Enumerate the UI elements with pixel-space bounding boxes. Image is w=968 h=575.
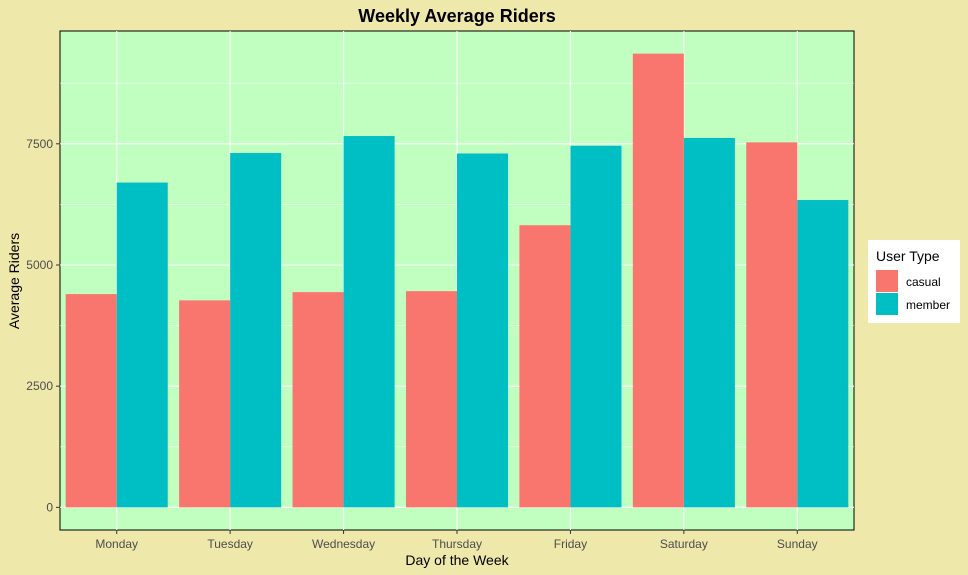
bar-member-saturday [683,137,735,508]
x-tick-label: Thursday [432,537,482,551]
y-tick-label: 7500 [26,137,53,151]
y-axis: 0 2500 5000 7500 [26,137,60,514]
y-tick-label: 5000 [26,258,53,272]
legend-key-member [876,293,898,315]
y-tick-label: 2500 [26,379,53,393]
x-axis-title: Day of the Week [405,552,509,568]
bar-member-sunday [797,200,849,508]
legend-label-casual: casual [906,275,941,289]
bar-casual-tuesday [179,300,231,508]
bar-member-monday [116,182,168,508]
bar-casual-monday [65,294,117,508]
bar-casual-friday [519,225,571,508]
bars [65,53,849,508]
bar-casual-sunday [746,142,798,508]
bar-casual-wednesday [292,292,344,508]
bar-member-wednesday [343,136,395,508]
x-axis: Monday Tuesday Wednesday Thursday Friday Satu… [95,530,818,551]
bar-member-friday [570,145,622,508]
x-tick-label: Tuesday [207,537,253,551]
legend-label-member: member [906,298,950,312]
x-tick-label: Wednesday [312,537,375,551]
y-tick-label: 0 [46,500,53,514]
legend: User Type casual member [868,240,960,323]
x-tick-label: Monday [95,537,138,551]
bar-member-thursday [457,153,509,508]
legend-key-casual [876,270,898,292]
x-tick-label: Friday [554,537,587,551]
bar-casual-thursday [405,291,457,508]
bar-member-tuesday [230,153,282,508]
x-tick-label: Saturday [660,537,708,551]
legend-title: User Type [876,248,940,264]
chart-title: Weekly Average Riders [358,6,555,26]
bar-casual-saturday [632,53,684,508]
y-axis-title: Average Riders [6,233,22,329]
x-tick-label: Sunday [777,537,818,551]
